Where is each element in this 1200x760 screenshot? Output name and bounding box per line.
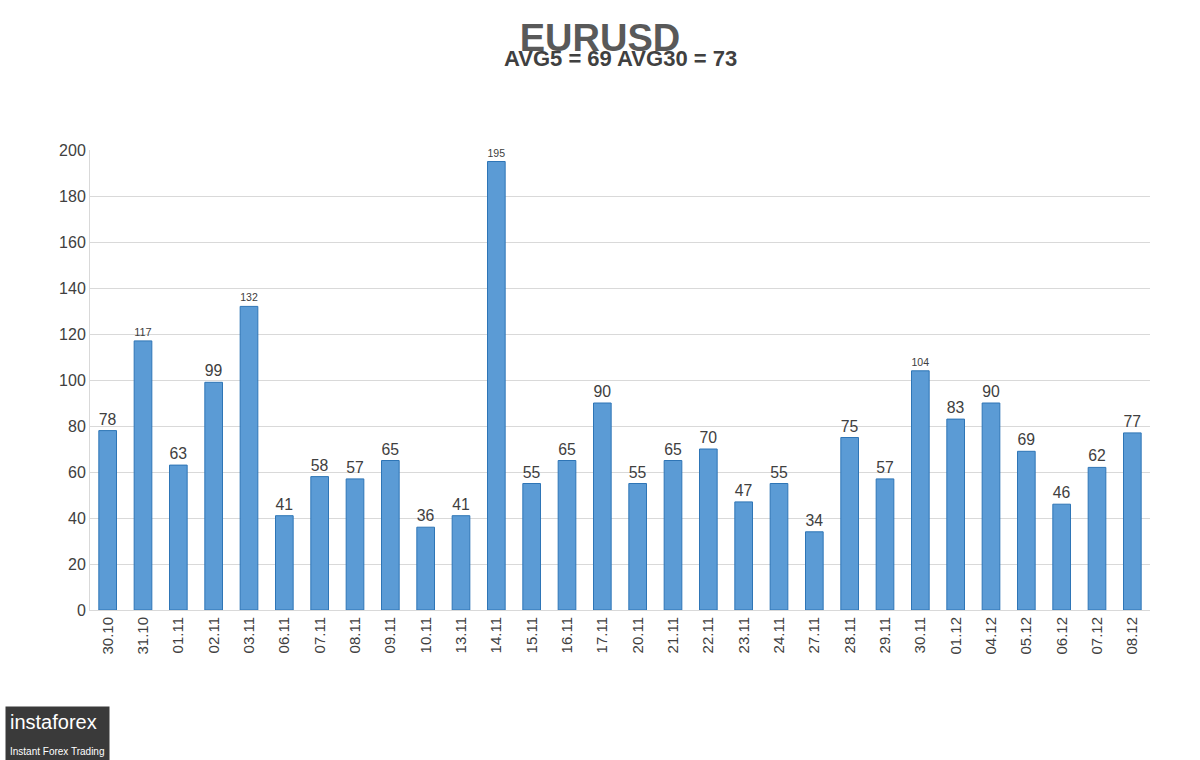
svg-text:13.11: 13.11 [452,617,469,653]
svg-text:41: 41 [276,496,294,513]
svg-text:instaforexInstant Forex Tradin: instaforexInstant Forex Trading [10,711,105,757]
svg-text:83: 83 [947,399,965,416]
svg-text:27.11: 27.11 [805,617,822,653]
svg-text:75: 75 [841,418,859,435]
svg-text:77: 77 [1124,413,1142,430]
svg-text:0: 0 [77,602,86,619]
svg-text:01.11: 01.11 [169,617,186,653]
svg-text:29.11: 29.11 [876,617,893,653]
svg-text:41: 41 [452,496,470,513]
svg-text:20: 20 [68,556,86,573]
svg-text:180: 180 [59,188,86,205]
svg-text:65: 65 [558,441,576,458]
svg-text:140: 140 [59,280,86,297]
svg-text:10.11: 10.11 [417,617,434,653]
svg-text:90: 90 [594,383,612,400]
svg-text:200: 200 [59,142,86,159]
svg-text:57: 57 [876,459,894,476]
svg-text:65: 65 [382,441,400,458]
svg-text:90: 90 [982,383,1000,400]
svg-text:02.11: 02.11 [205,617,222,653]
svg-text:34: 34 [806,512,824,529]
svg-text:60: 60 [68,464,86,481]
svg-text:15.11: 15.11 [523,617,540,653]
svg-text:08.11: 08.11 [346,617,363,653]
svg-text:08.12: 08.12 [1123,617,1140,655]
svg-text:57: 57 [346,459,364,476]
svg-text:05.12: 05.12 [1017,617,1034,655]
svg-text:AVG5 = 69 AVG30 = 73: AVG5 = 69 AVG30 = 73 [504,46,737,71]
svg-text:EURUSD: EURUSD [520,17,680,59]
svg-text:55: 55 [629,464,647,481]
svg-text:01.12: 01.12 [947,617,964,655]
svg-text:69: 69 [1018,431,1036,448]
svg-text:104: 104 [911,356,929,368]
svg-text:47: 47 [735,482,753,499]
svg-text:23.11: 23.11 [735,617,752,653]
svg-text:195: 195 [487,147,505,159]
svg-text:22.11: 22.11 [699,617,716,653]
svg-text:20.11: 20.11 [629,617,646,653]
svg-text:36: 36 [417,507,435,524]
svg-text:46: 46 [1053,484,1071,501]
svg-text:30.11: 30.11 [911,617,928,653]
svg-text:07.12: 07.12 [1088,617,1105,655]
svg-text:06.11: 06.11 [275,617,292,653]
svg-text:03.11: 03.11 [240,617,257,653]
svg-text:16.11: 16.11 [558,617,575,653]
svg-text:55: 55 [523,464,541,481]
svg-text:06.12: 06.12 [1053,617,1070,655]
svg-text:09.11: 09.11 [381,617,398,653]
svg-text:30.10: 30.10 [99,617,116,655]
svg-text:07.11: 07.11 [311,617,328,653]
svg-text:24.11: 24.11 [770,617,787,653]
svg-text:70: 70 [700,429,718,446]
svg-text:80: 80 [68,418,86,435]
svg-text:58: 58 [311,457,329,474]
svg-text:21.11: 21.11 [664,617,681,653]
svg-text:62: 62 [1088,447,1106,464]
svg-text:55: 55 [770,464,788,481]
svg-text:117: 117 [134,326,152,338]
svg-text:78: 78 [99,411,117,428]
svg-text:120: 120 [59,326,86,343]
svg-text:04.12: 04.12 [982,617,999,655]
svg-text:40: 40 [68,510,86,527]
svg-text:65: 65 [664,441,682,458]
svg-text:99: 99 [205,362,223,379]
svg-text:31.10: 31.10 [134,617,151,655]
svg-text:160: 160 [59,234,86,251]
svg-text:17.11: 17.11 [593,617,610,653]
svg-text:63: 63 [170,445,188,462]
svg-text:132: 132 [240,291,258,303]
svg-text:28.11: 28.11 [841,617,858,653]
svg-text:14.11: 14.11 [487,617,504,653]
svg-text:100: 100 [59,372,86,389]
